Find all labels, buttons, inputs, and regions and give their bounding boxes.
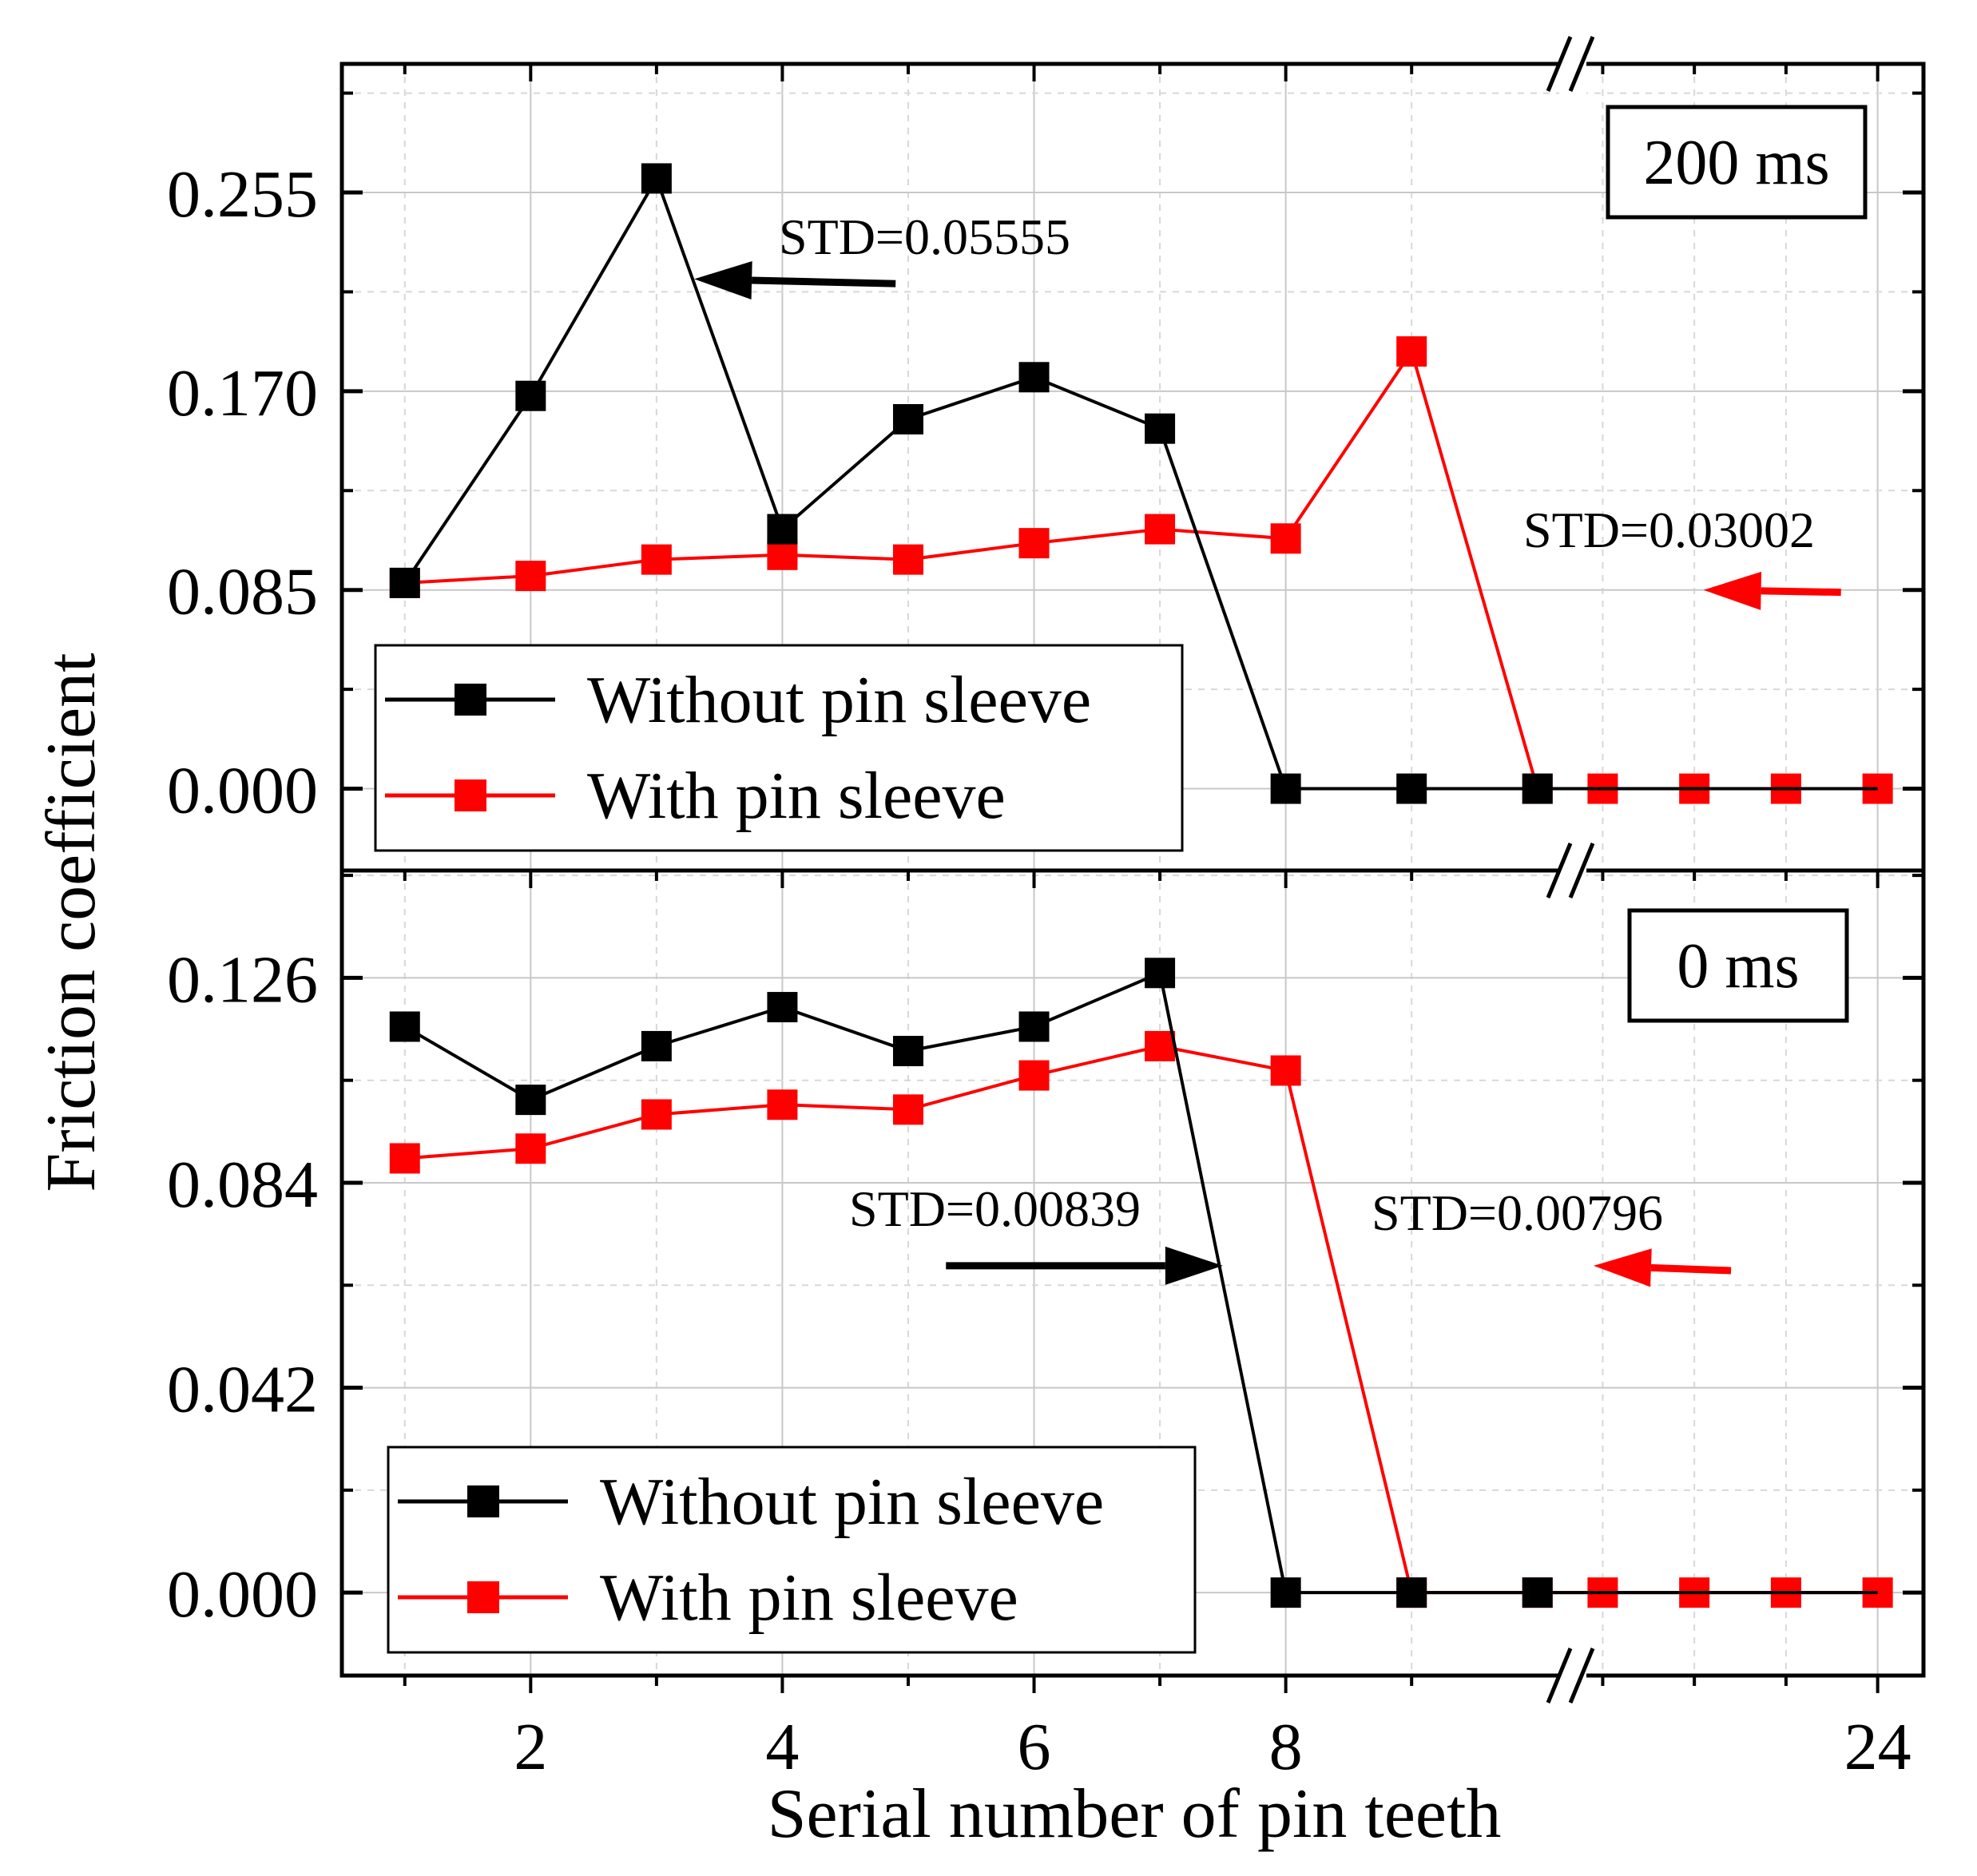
axis-break-mark	[1568, 36, 1595, 92]
data-point-without-sleeve	[1522, 1577, 1553, 1608]
std-annotation: STD=0.00796	[1372, 1184, 1663, 1241]
data-point-with-sleeve	[515, 1133, 546, 1164]
data-point-with-sleeve	[641, 1099, 672, 1130]
x-axis-title: Serial number of pin teeth	[768, 1775, 1502, 1853]
y-axis-title: Friction coefficient	[33, 652, 110, 1192]
data-point-without-sleeve	[1145, 958, 1176, 989]
legend-layer: Without pin sleeve With pin sleeve Without…	[374, 644, 1197, 1654]
axis-break-mark	[1568, 843, 1595, 898]
data-point-with-sleeve	[892, 544, 923, 575]
axis-break-mark	[1546, 36, 1573, 92]
std-arrow-head	[694, 261, 752, 299]
axis-break-mark	[1546, 843, 1573, 898]
legend-box	[374, 644, 1184, 852]
data-point-without-sleeve	[515, 380, 546, 411]
data-point-with-sleeve	[767, 1089, 798, 1120]
legend-marker	[455, 684, 486, 716]
std-arrow-shaft	[1650, 1263, 1732, 1275]
legend-marker	[467, 1485, 499, 1517]
axis-break-mark	[1546, 1648, 1573, 1703]
data-point-without-sleeve	[1018, 1011, 1050, 1042]
data-point-without-sleeve	[1396, 1577, 1427, 1608]
annotation-layer: STD=0.05555 STD=0.03002 STD=0.00839 STD=0.0…	[694, 208, 1841, 1287]
std-annotation: STD=0.00839	[849, 1180, 1141, 1237]
time-label-box-bottom: 0 ms	[1627, 908, 1849, 1023]
legend-marker	[455, 779, 486, 811]
data-point-without-sleeve	[892, 1036, 923, 1067]
x-tick-label: 2	[514, 1710, 547, 1784]
legend-label: Without pin sleeve	[587, 663, 1091, 737]
legend-box	[387, 1446, 1197, 1654]
data-point-without-sleeve	[1522, 773, 1553, 804]
data-point-with-sleeve	[1396, 336, 1427, 367]
y-tick-label: 0.255	[167, 157, 318, 232]
x-tick-label: 8	[1269, 1710, 1303, 1784]
y-tick-label: 0.084	[167, 1148, 318, 1222]
data-point-without-sleeve	[389, 1011, 420, 1042]
data-point-with-sleeve	[1270, 1055, 1301, 1086]
y-tick-label: 0.000	[167, 1557, 318, 1632]
y-tick-label: 0.170	[167, 356, 318, 430]
series-line-without-sleeve	[403, 174, 1878, 791]
data-point-with-sleeve	[515, 561, 546, 592]
data-point-without-sleeve	[767, 992, 798, 1023]
data-point-without-sleeve	[641, 163, 672, 194]
std-arrow-shaft	[1761, 587, 1841, 597]
tick-layer: 0.000 0.085 0.170 0.255 0.000 0.042 0.084 0.126…	[167, 64, 1923, 1784]
x-tick-label: 6	[1018, 1710, 1051, 1784]
y-tick-label: 0.000	[167, 754, 318, 828]
time-label-top: 200 ms	[1643, 128, 1829, 198]
std-annotation: STD=0.05555	[779, 208, 1070, 265]
data-point-without-sleeve	[1270, 1577, 1301, 1608]
data-point-with-sleeve	[389, 1143, 420, 1174]
data-point-with-sleeve	[1145, 514, 1176, 545]
y-tick-label: 0.085	[167, 555, 318, 629]
std-arrow-head	[1593, 1248, 1652, 1287]
data-point-with-sleeve	[767, 539, 798, 570]
data-point-without-sleeve	[515, 1085, 546, 1116]
y-tick-label: 0.126	[167, 942, 318, 1017]
panel-frame	[339, 868, 1926, 1678]
data-point-without-sleeve	[1145, 413, 1176, 444]
std-annotation: STD=0.03002	[1523, 502, 1815, 558]
frame-layer	[339, 32, 1926, 1707]
data-point-without-sleeve	[767, 514, 798, 545]
time-label-bottom: 0 ms	[1677, 931, 1799, 1001]
data-point-without-sleeve	[389, 567, 420, 598]
data-point-with-sleeve	[1270, 523, 1301, 554]
std-arrow-head	[1165, 1246, 1223, 1285]
axis-break-mark	[1568, 1648, 1595, 1703]
data-point-with-sleeve	[1145, 1030, 1176, 1061]
series-line-without-sleeve	[403, 970, 1878, 1595]
series-layer	[389, 163, 1893, 1608]
data-point-without-sleeve	[1270, 773, 1301, 804]
data-point-without-sleeve	[1396, 773, 1427, 804]
data-point-with-sleeve	[1018, 1060, 1050, 1091]
data-point-with-sleeve	[1018, 528, 1050, 559]
legend-label: Without pin sleeve	[600, 1465, 1104, 1539]
data-point-without-sleeve	[892, 403, 923, 434]
x-tick-label: 24	[1844, 1710, 1911, 1784]
std-arrow-head	[1703, 571, 1762, 610]
data-point-without-sleeve	[641, 1030, 672, 1061]
y-tick-label: 0.042	[167, 1353, 318, 1427]
legend-label: With pin sleeve	[587, 759, 1006, 833]
data-point-with-sleeve	[892, 1094, 923, 1125]
x-tick-label: 4	[765, 1710, 799, 1784]
legend-marker	[467, 1581, 499, 1613]
legend-label: With pin sleeve	[600, 1561, 1018, 1635]
data-point-without-sleeve	[1018, 362, 1050, 393]
data-point-with-sleeve	[641, 544, 672, 575]
std-arrow-shaft	[752, 276, 896, 288]
time-label-box-top: 200 ms	[1606, 105, 1868, 220]
